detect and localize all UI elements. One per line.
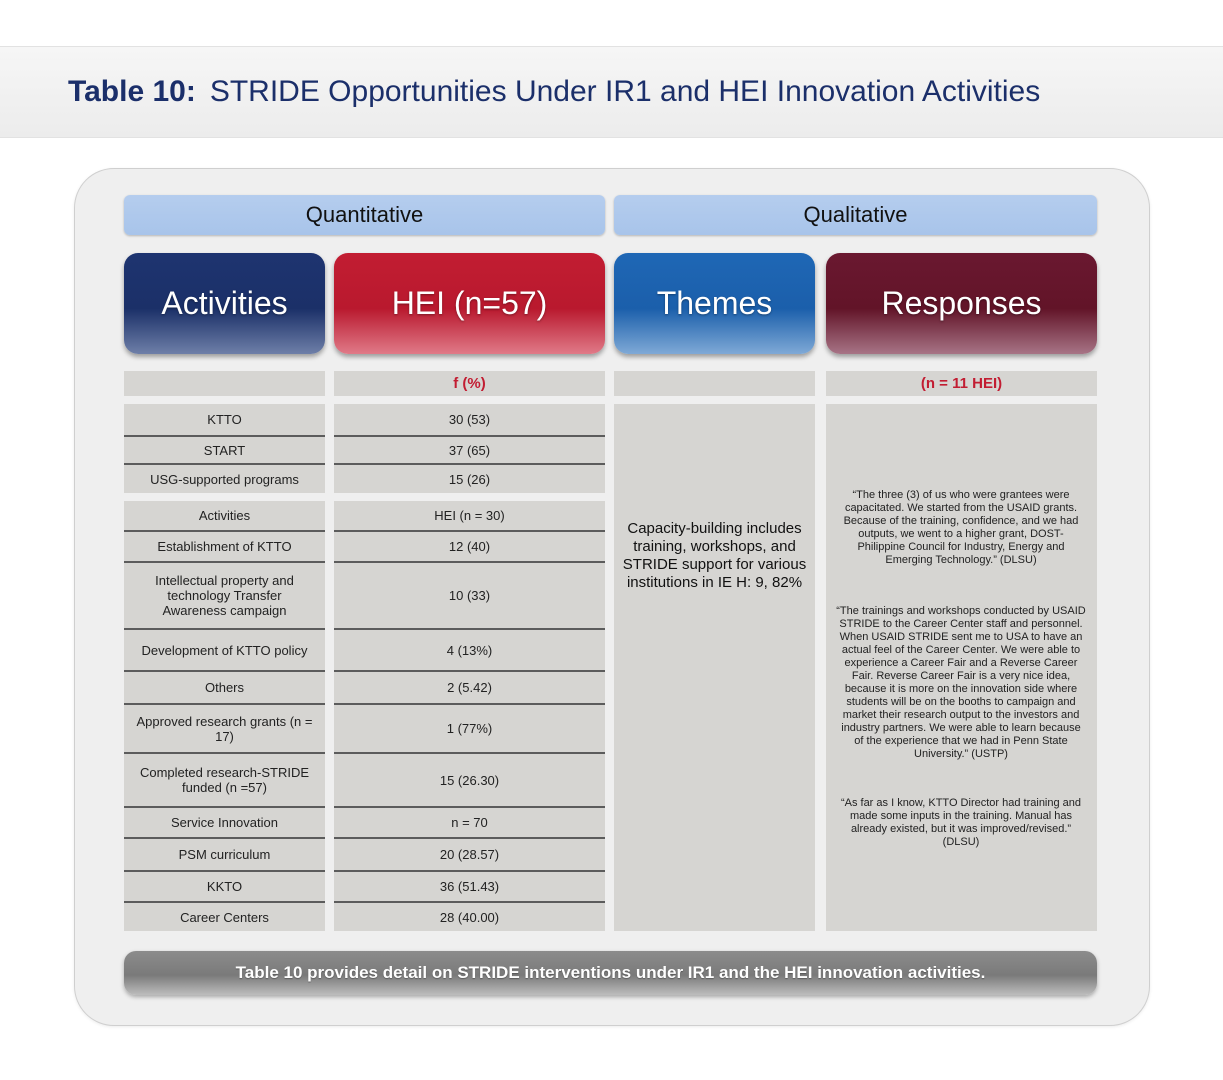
table-label: Table 10: [68,75,196,108]
header-hei: HEI (n=57) [334,253,605,354]
table-title-text: STRIDE Opportunities Under IR1 and HEI I… [209,75,1041,108]
hei-value-cell: 20 (28.57) [334,839,605,872]
hei-value-cell: 12 (40) [334,532,605,563]
header-themes: Themes [614,253,815,354]
activity-cell: Others [124,672,325,705]
page-title: Table 10: STRIDE Opportunities Under IR1 … [68,72,1198,112]
subheader-activities [124,371,325,396]
activity-cell: USG-supported programs [124,465,325,493]
subheader-hei: f (%) [334,371,605,396]
response-quote: “As far as I know, KTTO Director had tra… [840,797,1082,848]
hei-value-cell: 15 (26.30) [334,754,605,808]
activity-cell: Approved research grants (n = 17) [124,705,325,754]
activity-cell: Completed research-STRIDE funded (n =57) [124,754,325,808]
activity-cell: KTTO [124,404,325,437]
title-band [0,46,1223,138]
activity-cell: START [124,437,325,465]
activity-cell: Activities [124,501,325,532]
header-responses: Responses [826,253,1097,354]
themes-text: Capacity-building includes training, wor… [622,520,807,591]
responses-cell [826,404,1097,931]
activity-cell: Development of KTTO policy [124,630,325,672]
hei-value-cell: 15 (26) [334,465,605,493]
response-quote: “The three (3) of us who were grantees w… [843,489,1079,566]
activity-cell: Intellectual property and technology Tra… [124,563,325,630]
hei-value-cell: 10 (33) [334,563,605,630]
response-quote: “The trainings and workshops conducted b… [836,605,1086,760]
section-qualitative: Qualitative [614,195,1097,235]
activity-cell: Career Centers [124,903,325,931]
activity-cell: Establishment of KTTO [124,532,325,563]
hei-value-cell: 4 (13%) [334,630,605,672]
subheader-themes [614,371,815,396]
activity-cell: PSM curriculum [124,839,325,872]
activity-cell: KKTO [124,872,325,903]
hei-value-cell: 1 (77%) [334,705,605,754]
hei-value-cell: 36 (51.43) [334,872,605,903]
hei-value-cell: HEI (n = 30) [334,501,605,532]
header-activities: Activities [124,253,325,354]
hei-value-cell: 2 (5.42) [334,672,605,705]
hei-value-cell: 28 (40.00) [334,903,605,931]
section-quantitative: Quantitative [124,195,605,235]
hei-value-cell: n = 70 [334,808,605,839]
themes-cell [614,404,815,931]
hei-value-cell: 30 (53) [334,404,605,437]
table-caption: Table 10 provides detail on STRIDE inter… [124,951,1097,995]
subheader-responses: (n = 11 HEI) [826,371,1097,396]
activity-cell: Service Innovation [124,808,325,839]
hei-value-cell: 37 (65) [334,437,605,465]
